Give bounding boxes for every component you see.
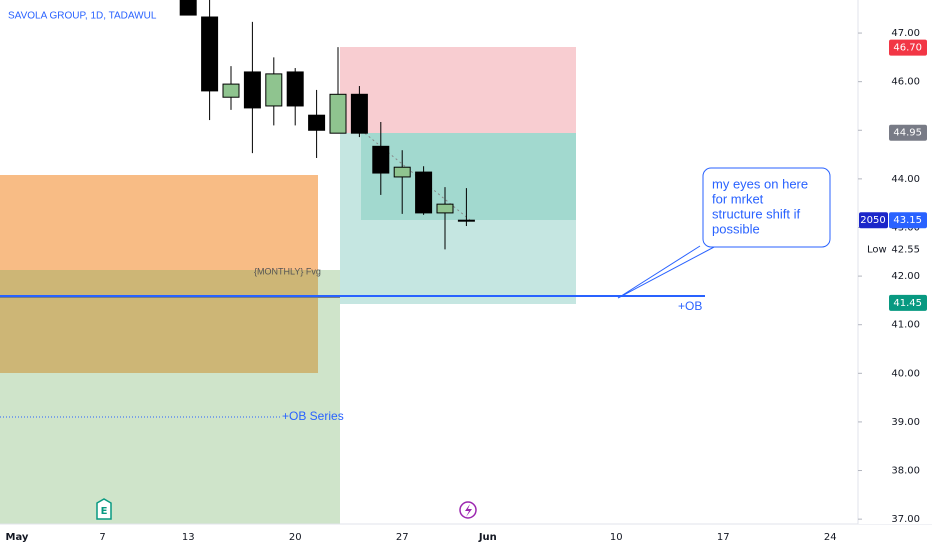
candle-body bbox=[329, 93, 347, 134]
low-tag-value: 42.55 bbox=[891, 244, 920, 255]
chart-title: SAVOLA GROUP, 1D, TADAWUL bbox=[8, 11, 157, 22]
price-tag bbox=[889, 212, 927, 229]
candle-body bbox=[201, 16, 219, 92]
teal-zone-inner bbox=[361, 133, 576, 220]
callout-line: possible bbox=[712, 221, 760, 236]
earnings-icon: E bbox=[96, 498, 112, 520]
x-tick-label: Jun bbox=[478, 532, 497, 543]
price-tag-label: 44.95 bbox=[893, 128, 922, 139]
price-tag bbox=[889, 124, 927, 141]
x-tick-label: 10 bbox=[610, 532, 623, 543]
x-tick-label: 13 bbox=[182, 532, 195, 543]
candle-body bbox=[393, 166, 411, 178]
y-tick-label: 44.00 bbox=[891, 174, 920, 185]
candle-body bbox=[350, 93, 368, 134]
candle-body bbox=[308, 114, 326, 131]
orange-zone bbox=[0, 175, 318, 270]
x-tick-label: 20 bbox=[289, 532, 302, 543]
y-tick-label: 40.00 bbox=[891, 368, 920, 379]
axes: 37.0038.0039.0040.0041.0042.0043.0044.00… bbox=[6, 28, 927, 543]
candle-body bbox=[179, 0, 197, 16]
x-tick-label: 24 bbox=[824, 532, 837, 543]
ob-series-label: +OB Series bbox=[282, 409, 344, 423]
low-tag-label: Low bbox=[867, 244, 887, 255]
callout-line: structure shift if bbox=[712, 206, 801, 221]
x-tick-label: 17 bbox=[717, 532, 730, 543]
price-tag bbox=[889, 39, 927, 56]
ob-label: +OB bbox=[678, 299, 702, 313]
event-icon bbox=[459, 501, 477, 519]
candle-body bbox=[222, 83, 240, 98]
x-tick-label: 27 bbox=[396, 532, 409, 543]
volume-tag bbox=[859, 212, 888, 229]
candle-body bbox=[372, 145, 390, 174]
y-tick-label: 47.00 bbox=[891, 28, 920, 39]
callout: my eyes on here for mrket structure shif… bbox=[617, 167, 831, 299]
price-tag-label: 46.70 bbox=[893, 43, 922, 54]
earnings-badge bbox=[96, 498, 112, 520]
earnings-label: E bbox=[101, 506, 108, 517]
callout-box bbox=[702, 167, 831, 248]
y-tick-label: 39.00 bbox=[891, 417, 920, 428]
callout-line: for mrket bbox=[712, 191, 764, 206]
candle-body bbox=[415, 171, 433, 214]
x-tick-label: May bbox=[6, 532, 29, 543]
y-tick-label: 37.00 bbox=[891, 514, 920, 525]
event-bolt bbox=[465, 504, 472, 517]
candle-body bbox=[457, 219, 475, 222]
price-tag-label: 43.15 bbox=[893, 215, 922, 226]
y-tick-label: 42.00 bbox=[891, 271, 920, 282]
candle-body bbox=[286, 71, 304, 107]
candle-body bbox=[436, 203, 454, 214]
volume-tag-label: 2050 bbox=[860, 215, 885, 226]
y-tick-label: 38.00 bbox=[891, 466, 920, 477]
red-zone bbox=[340, 47, 576, 133]
candle-body bbox=[265, 73, 283, 107]
overlap-zone bbox=[0, 270, 318, 373]
price-axis bbox=[858, 0, 932, 524]
price-tag-label: 41.45 bbox=[893, 298, 922, 309]
candles bbox=[179, 0, 475, 250]
callout-line: my eyes on here bbox=[712, 176, 808, 191]
fvg-label: {MONTHLY} Fvg bbox=[254, 266, 321, 276]
y-tick-label: 46.00 bbox=[891, 77, 920, 88]
callout-pointer bbox=[617, 245, 717, 299]
price-tag bbox=[889, 294, 927, 311]
candle-body bbox=[243, 71, 261, 109]
y-tick-label: 41.00 bbox=[891, 320, 920, 331]
x-tick-label: 7 bbox=[99, 532, 105, 543]
